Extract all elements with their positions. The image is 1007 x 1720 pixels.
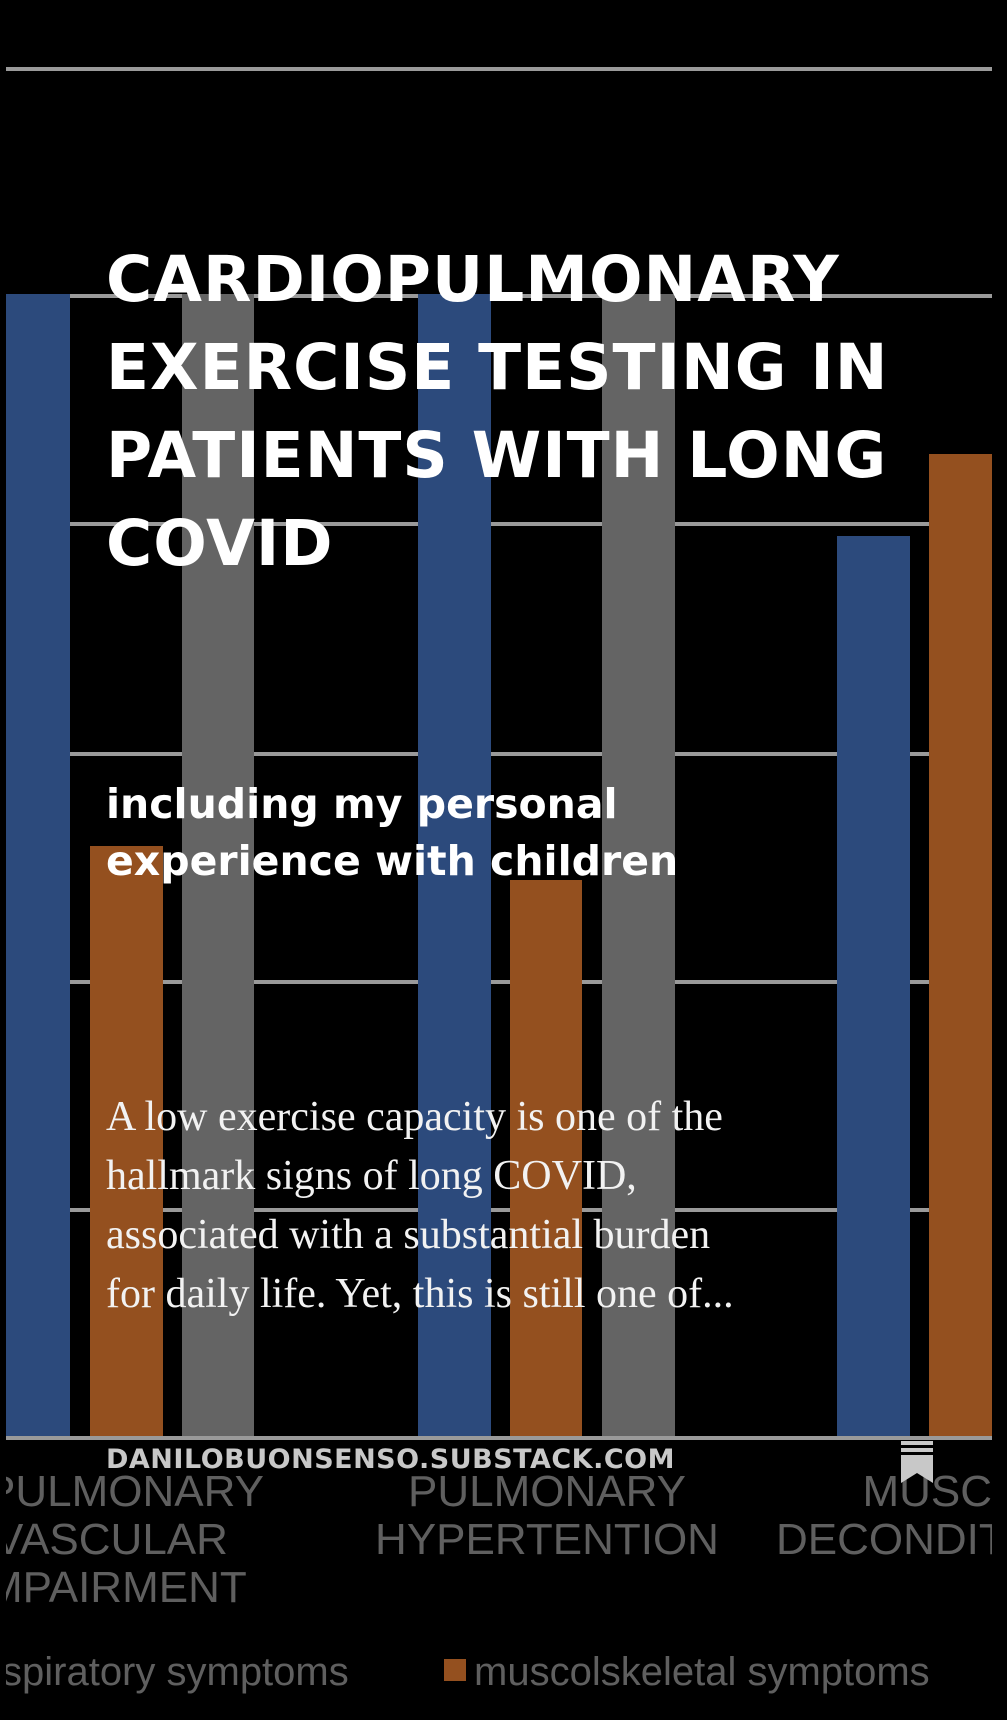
post-excerpt: A low exercise capacity is one of the ha… — [106, 1094, 734, 1317]
chart-category-line: MPAIRMENT — [6, 1563, 247, 1612]
publication-domain[interactable]: DANILOBUONSENSO.SUBSTACK.COM — [106, 1444, 675, 1475]
chart-bar — [418, 294, 491, 1436]
chart-gridline — [6, 67, 992, 71]
chart-category-line: VASCULAR — [6, 1515, 228, 1564]
chart-category-line: PULMONARY — [408, 1467, 686, 1516]
post-title[interactable]: CARDIOPULMONARY EXERCISE TESTING IN PATI… — [106, 243, 889, 580]
chart-category-label: PULMONARY VASCULAR MPAIRMENT — [6, 1468, 276, 1612]
chart-legend-label: spiratory symptoms — [6, 1650, 349, 1694]
chart-legend-item: spiratory symptoms — [6, 1650, 349, 1694]
chart-gridline — [6, 522, 992, 526]
chart-gridline — [6, 980, 992, 984]
chart-bar — [90, 846, 163, 1436]
chart-bar — [929, 454, 992, 1436]
chart-category-line: DECONDIT — [776, 1515, 992, 1564]
chart-category-line: MUSC — [862, 1467, 992, 1516]
chart-axis-line — [6, 1436, 992, 1440]
background-chart-image: PULMONARY VASCULAR MPAIRMENT PULMONARY H… — [6, 0, 992, 1720]
chart-category-line: HYPERTENTION — [375, 1515, 719, 1564]
chart-bar — [6, 294, 70, 1436]
bookmark-icon-svg — [901, 1441, 933, 1483]
chart-legend-label: muscolskeletal symptoms — [474, 1650, 930, 1694]
chart-gridline — [6, 1208, 992, 1212]
chart-category-line: PULMONARY — [6, 1467, 264, 1516]
chart-category-label: MUSC DECONDIT — [776, 1468, 992, 1564]
chart-bar — [837, 536, 910, 1436]
post-card[interactable]: PULMONARY VASCULAR MPAIRMENT PULMONARY H… — [6, 0, 992, 1720]
chart-bar — [510, 880, 582, 1436]
bookmark-icon[interactable] — [900, 1440, 934, 1484]
chart-legend-swatch — [444, 1659, 466, 1681]
chart-bar — [182, 294, 254, 1436]
chart-legend-item: muscolskeletal symptoms — [444, 1650, 930, 1694]
chart-bar — [602, 294, 675, 1436]
post-subtitle: including my personal experience with ch… — [106, 780, 679, 885]
chart-gridline — [6, 294, 992, 298]
chart-category-label: PULMONARY HYPERTENTION — [372, 1468, 722, 1564]
chart-gridline — [6, 752, 992, 756]
